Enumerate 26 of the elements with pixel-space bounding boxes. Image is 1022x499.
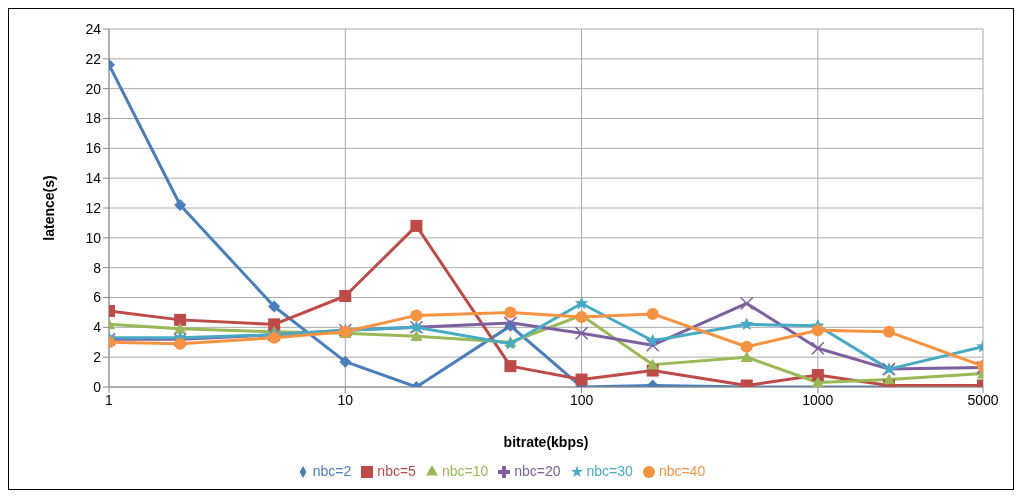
- legend-label: nbc=2: [312, 463, 352, 479]
- y-tick-label: 20: [85, 80, 102, 97]
- x-tick-label: 100: [569, 391, 594, 408]
- y-tick-label: 4: [93, 319, 102, 336]
- legend-label: nbc=40: [658, 463, 706, 479]
- y-tick-label: 10: [85, 229, 102, 246]
- x-tick-label: 1: [105, 391, 114, 408]
- x-axis-title: bitrate(kbps): [503, 434, 589, 450]
- y-tick-label: 22: [85, 50, 102, 67]
- y-tick-label: 6: [93, 289, 102, 306]
- x-tick-label: 1000: [802, 391, 834, 408]
- y-axis-title: latence(s): [40, 175, 57, 241]
- y-tick-label: 24: [85, 20, 102, 37]
- legend-label: nbc=10: [441, 463, 489, 479]
- legend-label: nbc=30: [586, 463, 633, 479]
- y-tick-label: 12: [85, 199, 102, 216]
- x-tick-label: 10: [337, 391, 354, 408]
- y-tick-label: 18: [85, 110, 102, 127]
- x-tick-label: 5000: [967, 391, 999, 408]
- y-tick-label: 16: [85, 140, 102, 157]
- y-tick-label: 0: [93, 378, 102, 395]
- legend-label: nbc=5: [377, 463, 416, 479]
- legend-label: nbc=20: [514, 463, 561, 479]
- y-tick-label: 2: [93, 349, 102, 366]
- y-tick-label: 14: [85, 170, 102, 187]
- y-tick-label: 8: [93, 259, 102, 276]
